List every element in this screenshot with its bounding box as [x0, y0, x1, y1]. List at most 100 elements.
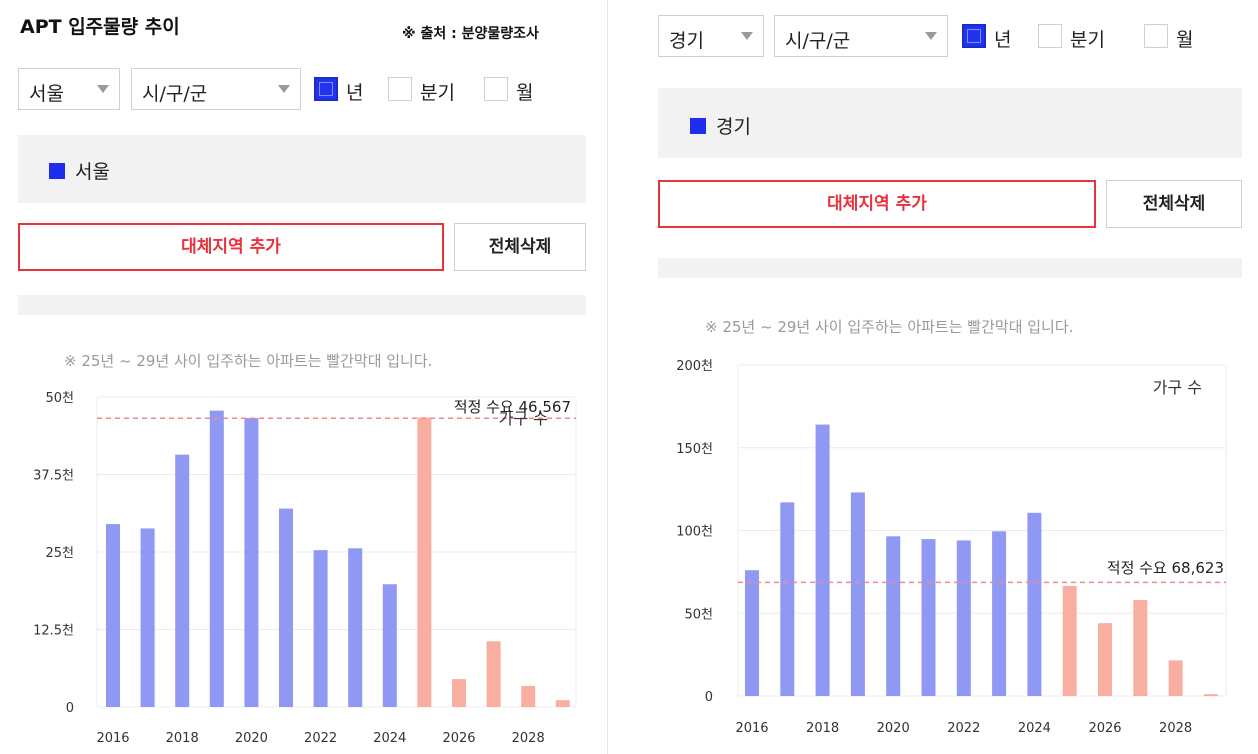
- bar-2018: [175, 454, 190, 707]
- checkbox-month-label: 월: [516, 82, 534, 104]
- checkbox-month-label: 월: [1176, 29, 1194, 51]
- selected-region-box: 서울: [18, 135, 586, 203]
- checkbox-month[interactable]: [1144, 24, 1168, 48]
- add-alternative-region-button[interactable]: 대체지역 추가: [658, 180, 1096, 228]
- region-select-value: 서울: [29, 83, 64, 105]
- add-alternative-region-button[interactable]: 대체지역 추가: [18, 223, 444, 271]
- region-select[interactable]: 서울: [18, 68, 120, 110]
- chevron-down-icon: [741, 32, 753, 40]
- region-select-value: 경기: [669, 30, 704, 52]
- bar-2023: [348, 548, 363, 707]
- bar-2027: [1133, 600, 1148, 696]
- bar-2022: [956, 540, 971, 696]
- bar-2029: [1203, 694, 1218, 696]
- bar-2020: [886, 536, 901, 696]
- source-note: ※ 출처 : 분양물량조사: [402, 26, 539, 42]
- y-tick-label: 0: [705, 690, 713, 705]
- chevron-down-icon: [925, 32, 937, 40]
- bar-2021: [921, 539, 936, 696]
- bar-2017: [140, 528, 155, 707]
- bar-2020: [244, 418, 259, 707]
- checkbox-year-label: 년: [994, 29, 1012, 51]
- checkbox-quarter-label: 분기: [420, 82, 455, 104]
- chart-toolbar-strip: [18, 295, 586, 315]
- bar-2027: [486, 641, 501, 707]
- y-tick-label: 25천: [45, 546, 74, 561]
- chart-seoul: 0 12.5천 25천 37.5천 50천 2016 2018 2020 2022 2024 202…: [33, 391, 577, 746]
- bar-2019: [850, 492, 865, 696]
- bar-2022: [313, 550, 328, 707]
- checkbox-quarter-label: 분기: [1070, 29, 1105, 51]
- bar-2028: [521, 685, 536, 707]
- series-label: 가구 수: [499, 409, 548, 428]
- checkbox-quarter[interactable]: [1038, 24, 1062, 48]
- bar-2018: [815, 424, 830, 696]
- bar-2026: [1098, 623, 1112, 696]
- x-tick-label: 2028: [512, 731, 545, 746]
- x-tick-label: 2016: [96, 731, 129, 746]
- checkbox-year-label: 년: [346, 82, 364, 104]
- district-select[interactable]: 시/구/군: [131, 68, 301, 110]
- x-tick-label: 2022: [304, 731, 337, 746]
- bar-2025: [417, 417, 432, 707]
- bar-2025: [1062, 585, 1077, 696]
- clear-all-button[interactable]: 전체삭제: [1106, 180, 1242, 228]
- chevron-down-icon: [97, 85, 109, 93]
- bar-2024: [1027, 512, 1042, 696]
- chart-gyeonggi: 0 50천 100천 150천 200천 2016 2018 2020 2022 2024 2026…: [676, 359, 1227, 736]
- bar-2029: [555, 700, 570, 707]
- x-tick-label: 2028: [1159, 721, 1192, 736]
- x-tick-label: 2026: [442, 731, 475, 746]
- x-tick-label: 2026: [1088, 721, 1121, 736]
- bar-2017: [780, 502, 795, 696]
- x-tick-label: 2018: [166, 731, 199, 746]
- series-label: 가구 수: [1153, 378, 1202, 397]
- x-tick-label: 2018: [806, 721, 839, 736]
- checkbox-year[interactable]: [962, 24, 986, 48]
- region-legend-label: 경기: [716, 116, 751, 138]
- y-tick-label: 100천: [676, 525, 713, 540]
- checkbox-quarter[interactable]: [388, 77, 412, 101]
- bar-2016: [745, 570, 759, 696]
- chart-note: ※ 25년 ~ 29년 사이 입주하는 아파트는 빨간막대 입니다.: [705, 318, 1074, 336]
- district-select-value: 시/구/군: [785, 30, 851, 52]
- y-tick-label: 12.5천: [33, 624, 74, 639]
- bar-2019: [209, 410, 224, 707]
- bar-2026: [452, 679, 466, 707]
- x-tick-label: 2020: [877, 721, 910, 736]
- region-legend-label: 서울: [75, 161, 110, 183]
- y-tick-label: 50천: [45, 391, 74, 406]
- right-panel: 경기 시/구/군 년 분기 월 경기 대체지역 추가 전체삭제 ※ 25년 ~ …: [612, 0, 1258, 754]
- chart-toolbar-strip: [658, 258, 1242, 278]
- region-color-swatch: [690, 118, 706, 134]
- page-title: APT 입주물량 추이: [20, 16, 180, 38]
- district-select[interactable]: 시/구/군: [774, 15, 948, 57]
- x-tick-label: 2020: [235, 731, 268, 746]
- panel-divider: [607, 0, 608, 754]
- region-select[interactable]: 경기: [658, 15, 764, 57]
- clear-all-button[interactable]: 전체삭제: [454, 223, 586, 271]
- x-tick-label: 2024: [1018, 721, 1051, 736]
- bar-2028: [1168, 660, 1183, 696]
- bar-2016: [106, 524, 120, 707]
- checkbox-month[interactable]: [484, 77, 508, 101]
- x-tick-label: 2016: [735, 721, 768, 736]
- demand-reference-label: 적정 수요 46,567: [454, 398, 571, 416]
- selected-region-box: 경기: [658, 88, 1242, 158]
- y-tick-label: 200천: [676, 359, 713, 374]
- y-tick-label: 150천: [676, 442, 713, 457]
- bar-2021: [279, 508, 293, 707]
- region-color-swatch: [49, 163, 65, 179]
- bar-2024: [382, 584, 397, 707]
- x-tick-label: 2024: [373, 731, 406, 746]
- x-tick-label: 2022: [947, 721, 980, 736]
- bar-2023: [992, 531, 1007, 696]
- y-tick-label: 0: [66, 701, 74, 716]
- y-tick-label: 50천: [684, 607, 713, 622]
- district-select-value: 시/구/군: [142, 83, 208, 105]
- left-panel: APT 입주물량 추이 ※ 출처 : 분양물량조사 서울 시/구/군 년 분기 …: [0, 0, 605, 754]
- y-tick-label: 37.5천: [33, 469, 74, 484]
- checkbox-year[interactable]: [314, 77, 338, 101]
- chart-note: ※ 25년 ~ 29년 사이 입주하는 아파트는 빨간막대 입니다.: [64, 352, 433, 370]
- chevron-down-icon: [278, 85, 290, 93]
